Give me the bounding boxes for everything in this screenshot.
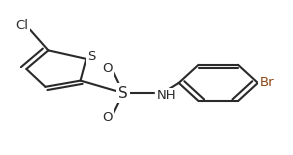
Text: O: O (102, 62, 113, 75)
Text: S: S (118, 86, 128, 100)
Text: NH: NH (157, 89, 176, 102)
Text: O: O (102, 111, 113, 124)
Text: Br: Br (259, 76, 274, 89)
Text: S: S (87, 50, 95, 63)
Text: Cl: Cl (16, 19, 28, 32)
